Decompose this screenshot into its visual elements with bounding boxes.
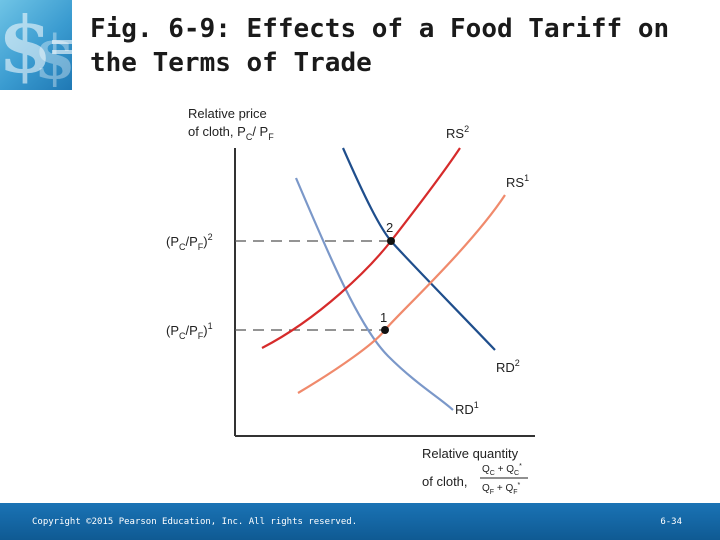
slide-title-line-2: the Terms of Trade [90,48,372,78]
page-number: 6-34 [660,517,682,527]
copyright-text: Copyright ©2015 Pearson Education, Inc. … [32,517,358,527]
svg-text:$: $ [0,0,52,90]
currency-icon: $ $ [0,0,72,90]
equilibrium-label-2: 2 [386,220,393,235]
x-axis-label: Relative quantity [422,446,519,461]
slide-title-line-1: Fig. 6-9: Effects of a Food Tariff on [90,14,670,44]
svg-text:QC + QC*: QC + QC* [482,463,522,477]
equilibrium-point-2 [387,237,395,245]
rd1-label: RD1 [455,400,479,417]
rd2-curve [341,147,496,351]
svg-text:QF + QF*: QF + QF* [482,482,521,496]
price-label-2: (PC/PF)2 [166,232,213,252]
rd2-label: RD2 [496,358,520,375]
y-axis-label: Relative price [188,106,267,121]
equilibrium-label-1: 1 [380,310,387,325]
slide-title: Fig. 6-9: Effects of a Food Tariff on th… [90,12,700,80]
rs1-label: RS1 [506,173,529,190]
rd1-curve [294,177,454,411]
publisher-logo: $ $ [0,0,72,90]
rs2-label: RS2 [446,124,469,141]
equilibrium-point-1 [381,326,389,334]
price-label-1: (PC/PF)1 [166,321,213,341]
y-axis-label-2: of cloth, PC/ PF [188,124,274,142]
x-axis-label-2: of cloth, [422,474,468,489]
slide-footer: Copyright ©2015 Pearson Education, Inc. … [0,503,720,540]
x-axis-fraction: QC + QC* QF + QF* [480,463,528,496]
rs1-curve [297,194,506,394]
terms-of-trade-diagram: Relative price of cloth, PC/ PF (PC/PF)2… [150,98,550,503]
svg-text:$: $ [34,23,72,90]
